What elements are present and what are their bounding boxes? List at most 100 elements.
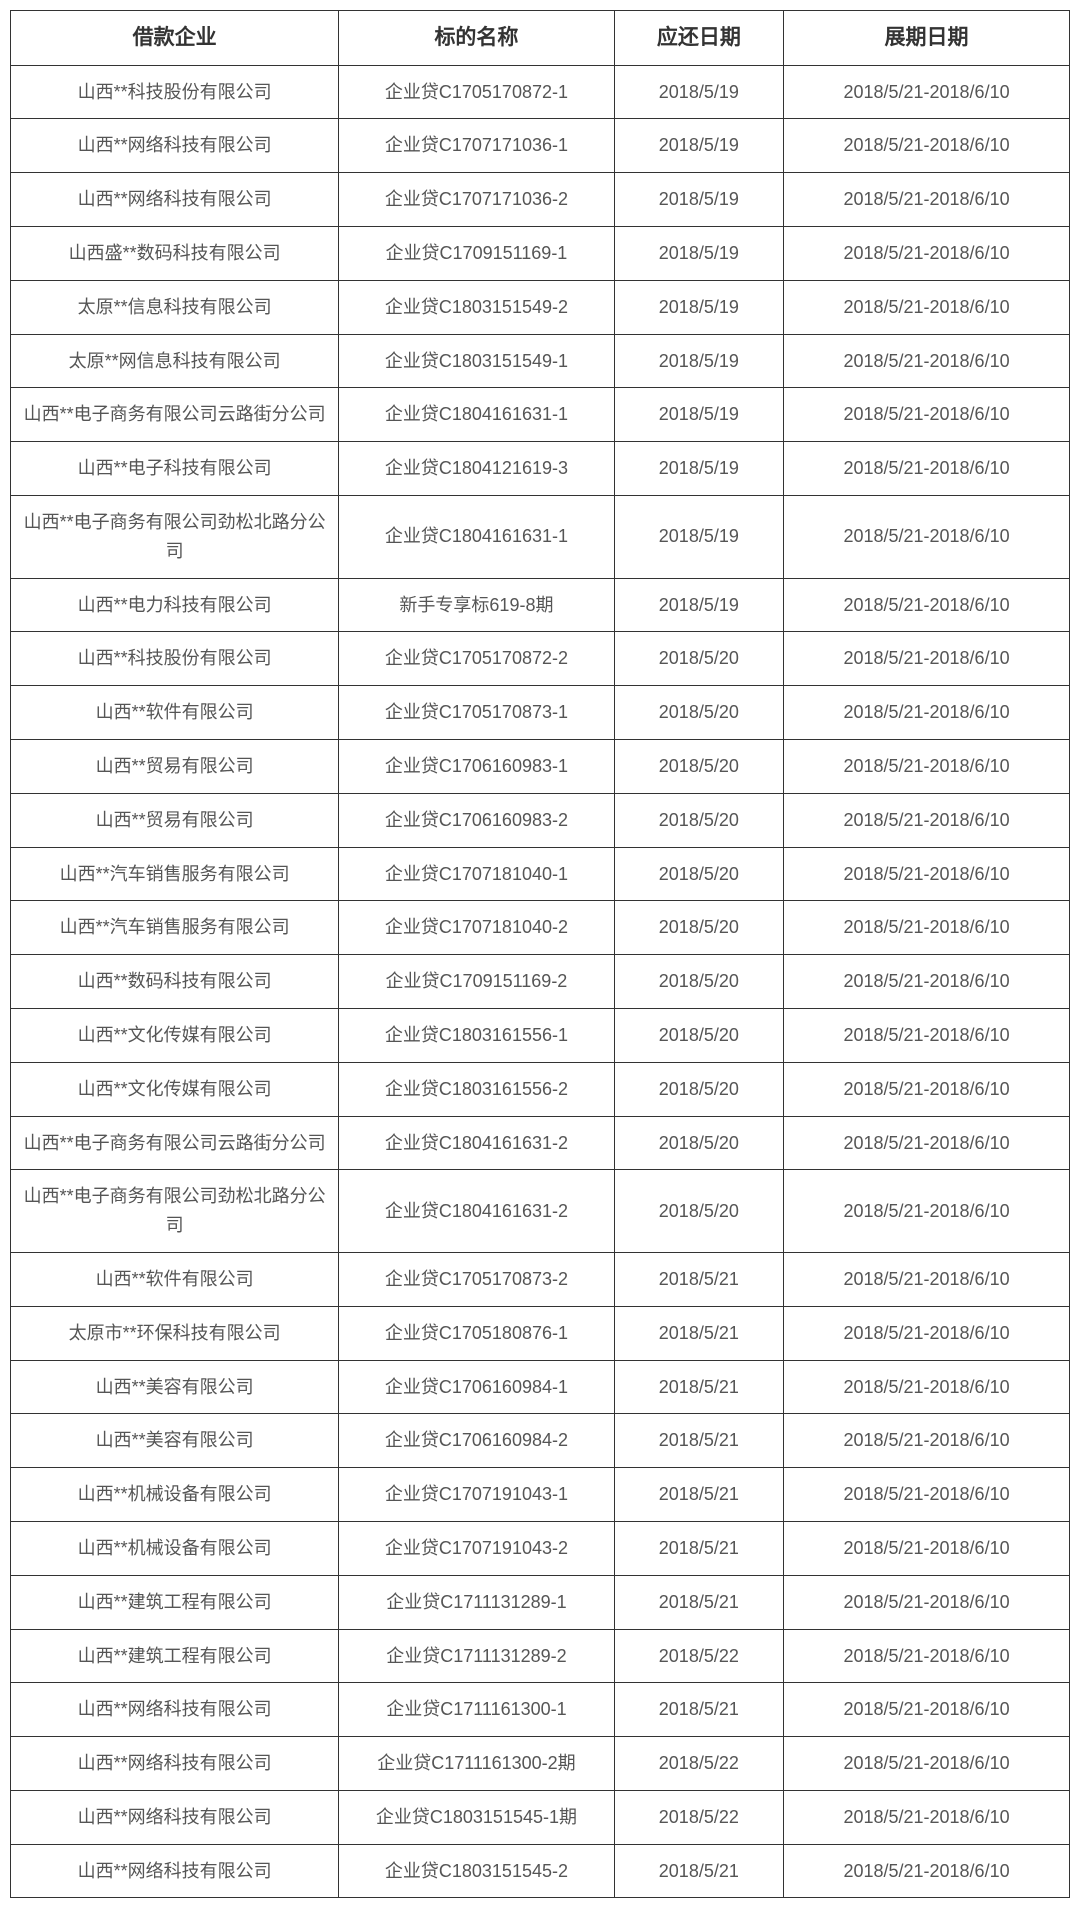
cell-due-date: 2018/5/21 — [614, 1360, 783, 1414]
table-row: 太原**网信息科技有限公司企业贷C1803151549-12018/5/1920… — [11, 334, 1070, 388]
cell-due-date: 2018/5/22 — [614, 1737, 783, 1791]
cell-extension-date: 2018/5/21-2018/6/10 — [784, 65, 1070, 119]
cell-extension-date: 2018/5/21-2018/6/10 — [784, 119, 1070, 173]
cell-extension-date: 2018/5/21-2018/6/10 — [784, 1170, 1070, 1253]
cell-company: 山西**软件有限公司 — [11, 686, 339, 740]
cell-extension-date: 2018/5/21-2018/6/10 — [784, 1116, 1070, 1170]
cell-subject: 企业贷C1705170873-2 — [339, 1252, 614, 1306]
table-row: 山西**电力科技有限公司新手专享标619-8期2018/5/192018/5/2… — [11, 578, 1070, 632]
cell-extension-date: 2018/5/21-2018/6/10 — [784, 955, 1070, 1009]
cell-extension-date: 2018/5/21-2018/6/10 — [784, 280, 1070, 334]
cell-extension-date: 2018/5/21-2018/6/10 — [784, 1360, 1070, 1414]
cell-company: 山西**机械设备有限公司 — [11, 1521, 339, 1575]
cell-company: 山西**网络科技有限公司 — [11, 1790, 339, 1844]
cell-subject: 企业贷C1803151545-2 — [339, 1844, 614, 1898]
table-row: 山西**建筑工程有限公司企业贷C1711131289-12018/5/21201… — [11, 1575, 1070, 1629]
cell-due-date: 2018/5/20 — [614, 1116, 783, 1170]
table-row: 太原市**环保科技有限公司企业贷C1705180876-12018/5/2120… — [11, 1306, 1070, 1360]
cell-subject: 企业贷C1804161631-1 — [339, 495, 614, 578]
cell-subject: 企业贷C1711131289-1 — [339, 1575, 614, 1629]
cell-due-date: 2018/5/21 — [614, 1306, 783, 1360]
table-row: 山西**科技股份有限公司企业贷C1705170872-22018/5/20201… — [11, 632, 1070, 686]
cell-due-date: 2018/5/20 — [614, 901, 783, 955]
cell-subject: 企业贷C1707191043-2 — [339, 1521, 614, 1575]
table-row: 山西盛**数码科技有限公司企业贷C1709151169-12018/5/1920… — [11, 226, 1070, 280]
cell-subject: 企业贷C1711161300-2期 — [339, 1737, 614, 1791]
table-row: 山西**软件有限公司企业贷C1705170873-12018/5/202018/… — [11, 686, 1070, 740]
cell-subject: 企业贷C1803151545-1期 — [339, 1790, 614, 1844]
table-row: 山西**建筑工程有限公司企业贷C1711131289-22018/5/22201… — [11, 1629, 1070, 1683]
table-row: 山西**机械设备有限公司企业贷C1707191043-12018/5/21201… — [11, 1468, 1070, 1522]
cell-due-date: 2018/5/22 — [614, 1790, 783, 1844]
cell-due-date: 2018/5/21 — [614, 1844, 783, 1898]
table-row: 山西**机械设备有限公司企业贷C1707191043-22018/5/21201… — [11, 1521, 1070, 1575]
cell-due-date: 2018/5/20 — [614, 1170, 783, 1253]
cell-company: 山西**贸易有限公司 — [11, 739, 339, 793]
cell-extension-date: 2018/5/21-2018/6/10 — [784, 1468, 1070, 1522]
table-row: 山西**文化传媒有限公司企业贷C1803161556-22018/5/20201… — [11, 1062, 1070, 1116]
cell-subject: 企业贷C1707181040-1 — [339, 847, 614, 901]
cell-company: 山西**电力科技有限公司 — [11, 578, 339, 632]
cell-due-date: 2018/5/20 — [614, 955, 783, 1009]
cell-due-date: 2018/5/19 — [614, 226, 783, 280]
table-row: 山西**科技股份有限公司企业贷C1705170872-12018/5/19201… — [11, 65, 1070, 119]
table-row: 山西**贸易有限公司企业贷C1706160983-12018/5/202018/… — [11, 739, 1070, 793]
cell-subject: 企业贷C1709151169-1 — [339, 226, 614, 280]
cell-extension-date: 2018/5/21-2018/6/10 — [784, 442, 1070, 496]
cell-extension-date: 2018/5/21-2018/6/10 — [784, 1062, 1070, 1116]
cell-company: 山西**数码科技有限公司 — [11, 955, 339, 1009]
cell-company: 山西**科技股份有限公司 — [11, 65, 339, 119]
cell-due-date: 2018/5/19 — [614, 442, 783, 496]
cell-subject: 企业贷C1803151549-2 — [339, 280, 614, 334]
cell-company: 山西**电子商务有限公司劲松北路分公司 — [11, 1170, 339, 1253]
table-row: 山西**汽车销售服务有限公司企业贷C1707181040-22018/5/202… — [11, 901, 1070, 955]
table-row: 山西**美容有限公司企业贷C1706160984-12018/5/212018/… — [11, 1360, 1070, 1414]
cell-due-date: 2018/5/21 — [614, 1575, 783, 1629]
cell-extension-date: 2018/5/21-2018/6/10 — [784, 226, 1070, 280]
cell-subject: 企业贷C1707171036-1 — [339, 119, 614, 173]
cell-due-date: 2018/5/21 — [614, 1683, 783, 1737]
cell-company: 山西**建筑工程有限公司 — [11, 1575, 339, 1629]
cell-due-date: 2018/5/21 — [614, 1414, 783, 1468]
cell-company: 山西**贸易有限公司 — [11, 793, 339, 847]
cell-extension-date: 2018/5/21-2018/6/10 — [784, 793, 1070, 847]
cell-subject: 企业贷C1804161631-2 — [339, 1170, 614, 1253]
cell-subject: 新手专享标619-8期 — [339, 578, 614, 632]
cell-due-date: 2018/5/20 — [614, 686, 783, 740]
table-row: 太原**信息科技有限公司企业贷C1803151549-22018/5/19201… — [11, 280, 1070, 334]
cell-subject: 企业贷C1705170873-1 — [339, 686, 614, 740]
cell-extension-date: 2018/5/21-2018/6/10 — [784, 1306, 1070, 1360]
cell-extension-date: 2018/5/21-2018/6/10 — [784, 1252, 1070, 1306]
cell-extension-date: 2018/5/21-2018/6/10 — [784, 1008, 1070, 1062]
cell-company: 山西**电子商务有限公司劲松北路分公司 — [11, 495, 339, 578]
cell-company: 太原**网信息科技有限公司 — [11, 334, 339, 388]
cell-company: 太原**信息科技有限公司 — [11, 280, 339, 334]
table-row: 山西**网络科技有限公司企业贷C1803151545-1期2018/5/2220… — [11, 1790, 1070, 1844]
cell-due-date: 2018/5/20 — [614, 1008, 783, 1062]
table-row: 山西**电子商务有限公司劲松北路分公司企业贷C1804161631-12018/… — [11, 495, 1070, 578]
cell-subject: 企业贷C1706160983-1 — [339, 739, 614, 793]
cell-company: 山西**网络科技有限公司 — [11, 1737, 339, 1791]
cell-company: 山西**建筑工程有限公司 — [11, 1629, 339, 1683]
table-row: 山西**数码科技有限公司企业贷C1709151169-22018/5/20201… — [11, 955, 1070, 1009]
cell-company: 山西**网络科技有限公司 — [11, 119, 339, 173]
cell-subject: 企业贷C1711131289-2 — [339, 1629, 614, 1683]
cell-company: 山西**机械设备有限公司 — [11, 1468, 339, 1522]
table-row: 山西**电子科技有限公司企业贷C1804121619-32018/5/19201… — [11, 442, 1070, 496]
table-header-row: 借款企业 标的名称 应还日期 展期日期 — [11, 11, 1070, 66]
cell-due-date: 2018/5/19 — [614, 280, 783, 334]
cell-extension-date: 2018/5/21-2018/6/10 — [784, 1414, 1070, 1468]
cell-subject: 企业贷C1707171036-2 — [339, 173, 614, 227]
table-header: 借款企业 标的名称 应还日期 展期日期 — [11, 11, 1070, 66]
cell-due-date: 2018/5/20 — [614, 793, 783, 847]
loan-extension-table: 借款企业 标的名称 应还日期 展期日期 山西**科技股份有限公司企业贷C1705… — [10, 10, 1070, 1898]
cell-company: 山西盛**数码科技有限公司 — [11, 226, 339, 280]
cell-subject: 企业贷C1706160984-1 — [339, 1360, 614, 1414]
cell-extension-date: 2018/5/21-2018/6/10 — [784, 1844, 1070, 1898]
cell-due-date: 2018/5/20 — [614, 847, 783, 901]
cell-company: 山西**汽车销售服务有限公司 — [11, 901, 339, 955]
cell-extension-date: 2018/5/21-2018/6/10 — [784, 847, 1070, 901]
cell-subject: 企业贷C1803161556-2 — [339, 1062, 614, 1116]
cell-due-date: 2018/5/19 — [614, 119, 783, 173]
cell-subject: 企业贷C1706160983-2 — [339, 793, 614, 847]
